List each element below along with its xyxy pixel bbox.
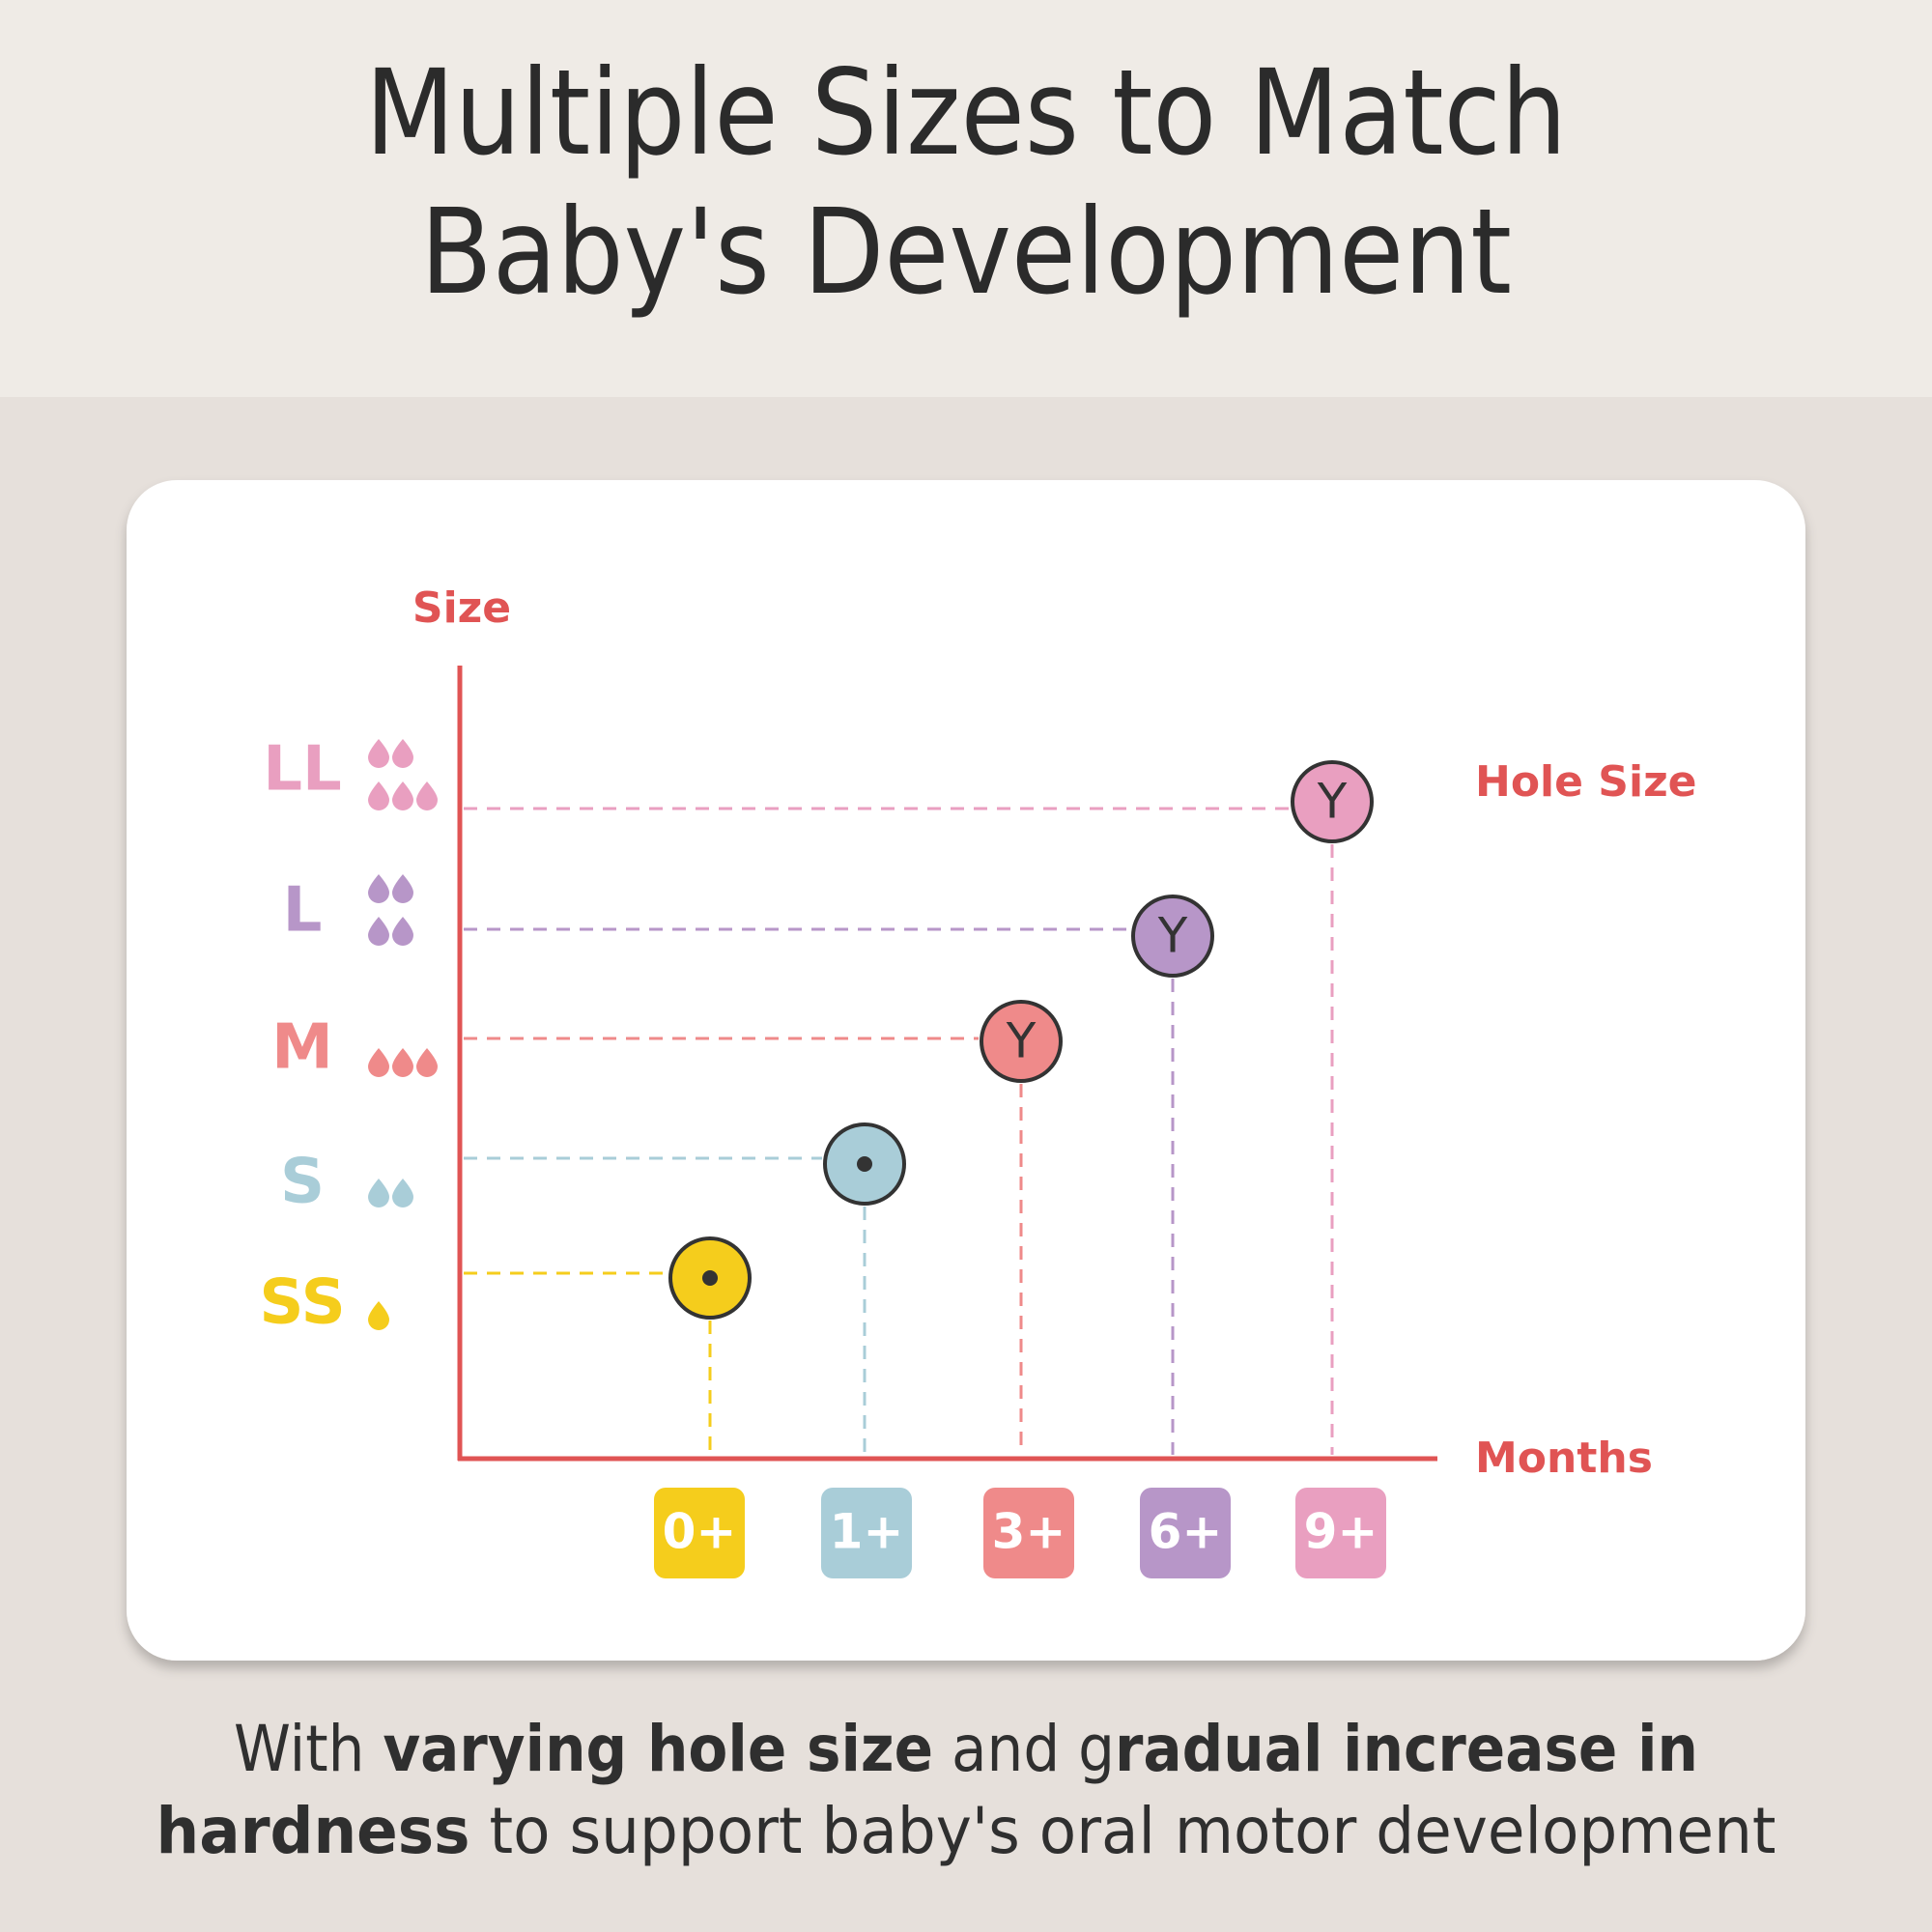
hole-type: Y — [1317, 774, 1348, 830]
drop-icons — [368, 1048, 438, 1077]
drop — [368, 739, 389, 768]
drop — [368, 874, 389, 903]
hole-marker — [1291, 760, 1374, 843]
month-badge — [1140, 1488, 1231, 1578]
drop-icons — [368, 739, 438, 810]
series-label: Hole Size — [1475, 757, 1697, 807]
drop — [392, 1048, 413, 1077]
y-axis-label: Size — [412, 583, 511, 633]
drop — [368, 1179, 389, 1208]
month-label: 1+ — [830, 1504, 904, 1560]
caption-run: radual increase in — [1115, 1712, 1698, 1786]
hole-dot — [857, 1156, 872, 1172]
month-badge — [821, 1488, 912, 1578]
drop — [392, 781, 413, 810]
drop — [392, 739, 413, 768]
caption-run: varying hole size — [383, 1712, 933, 1786]
drop — [392, 917, 413, 946]
drop-icons — [368, 1301, 389, 1330]
drop — [368, 781, 389, 810]
card — [127, 480, 1805, 1661]
drop — [368, 1048, 389, 1077]
size-label: L — [283, 875, 323, 947]
month-label: 0+ — [663, 1504, 737, 1560]
title-line: Multiple Sizes to Match — [365, 44, 1567, 182]
size-label: SS — [259, 1267, 345, 1339]
size-label: M — [271, 1012, 333, 1084]
plot: SS 0+ S 1+ M Y 3+ L Y 6+ LL Y 9+ — [259, 734, 1386, 1578]
caption-run: hardness — [156, 1794, 470, 1868]
hole-dot — [702, 1270, 718, 1286]
title-line: Baby's Development — [420, 184, 1512, 321]
month-label: 6+ — [1149, 1504, 1223, 1560]
drop-icons — [368, 874, 413, 946]
month-badge — [983, 1488, 1074, 1578]
drop — [368, 917, 389, 946]
drop — [392, 874, 413, 903]
size-label: LL — [263, 734, 342, 806]
caption-line: hardness to support baby's oral motor de… — [156, 1794, 1776, 1868]
hole-marker — [980, 1000, 1063, 1083]
hole-marker — [1131, 895, 1214, 978]
caption-run: to support baby's oral motor development — [470, 1794, 1776, 1868]
drop — [392, 1179, 413, 1208]
drop-icons — [368, 1179, 413, 1208]
month-badge — [654, 1488, 745, 1578]
caption-run: With — [234, 1712, 383, 1786]
drop — [416, 781, 438, 810]
caption-line: With varying hole size and gradual incre… — [234, 1712, 1698, 1786]
month-badge — [1295, 1488, 1386, 1578]
size-label: S — [280, 1147, 325, 1218]
caption-run: and g — [933, 1712, 1115, 1786]
month-label: 3+ — [992, 1504, 1066, 1560]
header-band — [0, 0, 1932, 397]
hole-type: Y — [1157, 908, 1188, 964]
hole-type: Y — [1006, 1013, 1037, 1069]
x-axis-label: Months — [1475, 1434, 1653, 1483]
drop — [416, 1048, 438, 1077]
month-label: 9+ — [1304, 1504, 1378, 1560]
drop — [368, 1301, 389, 1330]
